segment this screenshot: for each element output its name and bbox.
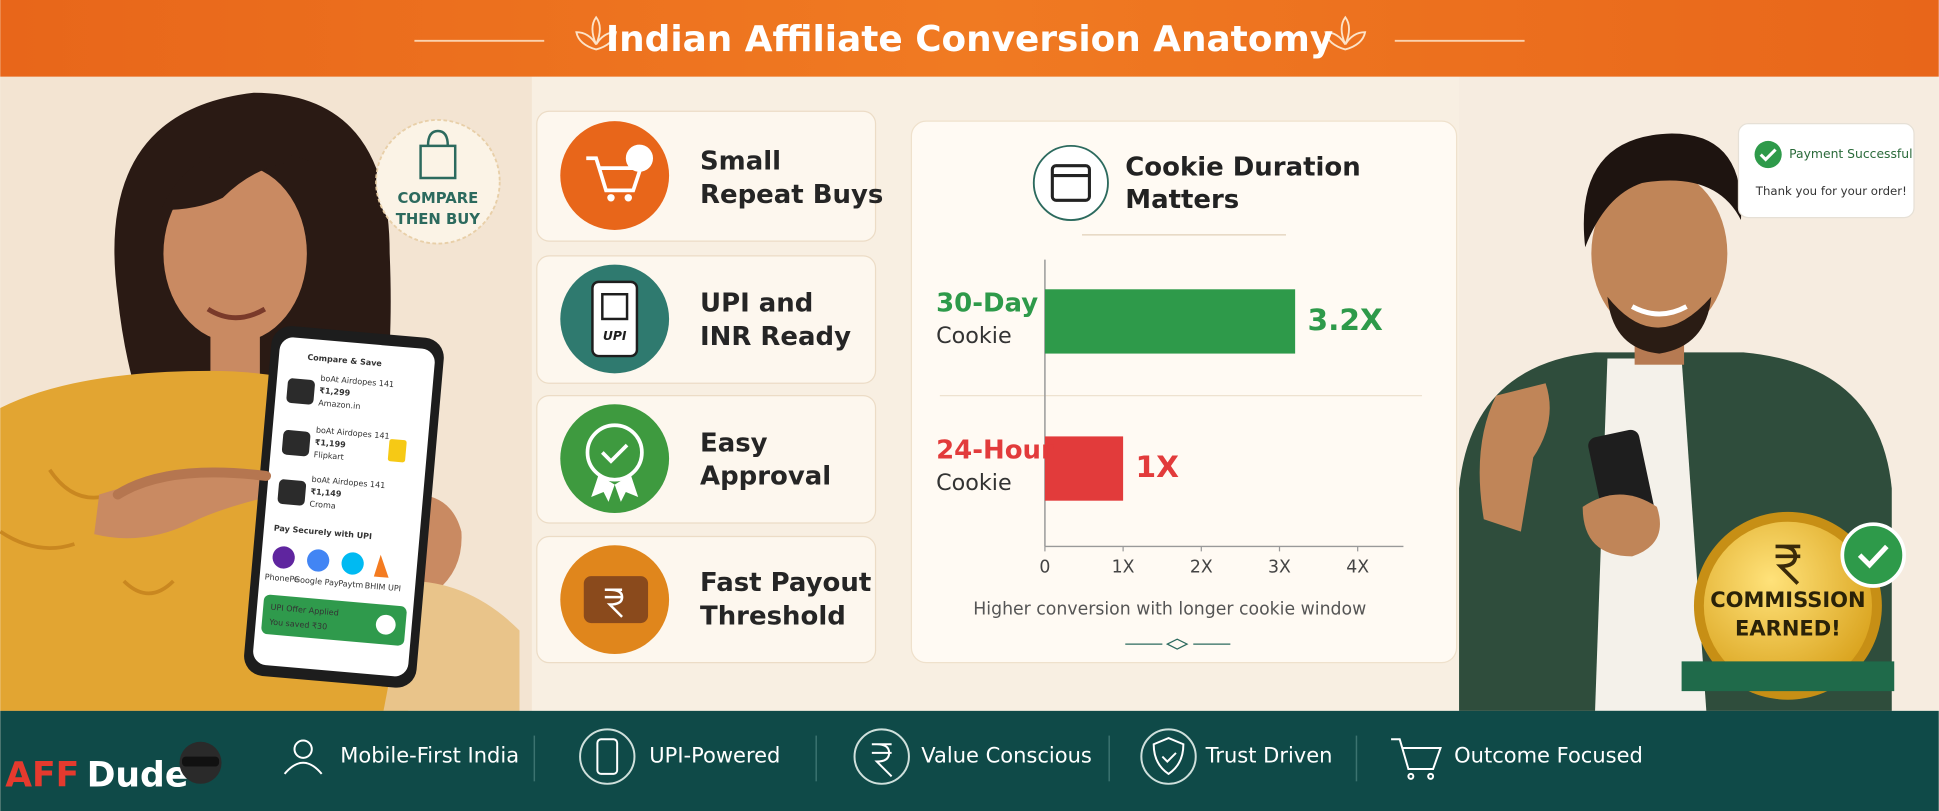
popup-title: Payment Successful	[1789, 147, 1912, 161]
x-tick-label: 4X	[1346, 557, 1369, 577]
feature-card: Small Repeat Buys	[536, 110, 883, 242]
check-icon	[375, 614, 396, 635]
footer-band	[0, 710, 1939, 811]
x-tick-label: 0	[1039, 557, 1050, 577]
badge-text: COMMISSION	[1710, 587, 1865, 612]
app-name: BHIM UPI	[364, 581, 401, 593]
compare-badge	[375, 118, 501, 245]
app-icon	[373, 554, 389, 578]
feature-label: Small	[700, 146, 781, 176]
category-sublabel: Cookie	[936, 470, 1012, 496]
bar	[1044, 436, 1124, 501]
store-name: Flipkart	[313, 450, 344, 462]
mascot	[181, 756, 220, 767]
footer-item: Outcome Focused	[1454, 743, 1643, 768]
feature-card: Easy Approval	[536, 394, 877, 524]
popup-message: Thank you for your order!	[1755, 184, 1907, 198]
bar	[1044, 289, 1296, 354]
x-tick-label: 1X	[1112, 557, 1135, 577]
app-icon	[272, 546, 295, 569]
app-icon	[341, 552, 364, 575]
calendar-icon	[1032, 144, 1109, 221]
header-band	[0, 0, 1939, 77]
bag-icon	[419, 129, 457, 180]
chart-panel	[910, 120, 1458, 664]
footer-item: UPI-Powered	[649, 743, 780, 768]
app-name: Google Pay	[294, 575, 340, 588]
feature-card: Fast Payout Threshold	[536, 535, 877, 664]
category-label: 24-Hour	[936, 436, 1054, 466]
value-label: 3.2X	[1307, 302, 1383, 337]
chart-title: Cookie Duration	[1125, 153, 1360, 183]
pointing-finger	[112, 467, 272, 500]
feature-label: INR Ready	[700, 322, 851, 352]
logo-accent: AFF	[5, 755, 79, 795]
footer-item: Trust Driven	[1205, 743, 1333, 768]
ornament	[1125, 638, 1231, 650]
feature-label: Easy	[700, 428, 768, 458]
product-price: ₹1,149	[310, 487, 342, 499]
payment-popup: Payment Successful Thank you for your or…	[1737, 123, 1915, 219]
x-axis-label: Higher conversion with longer cookie win…	[973, 599, 1366, 619]
commission-badge: COMMISSION EARNED!	[1681, 511, 1906, 700]
logo: AFF Dude	[5, 755, 188, 795]
lotus-icon	[575, 15, 1367, 51]
feature-label: Threshold	[700, 601, 846, 631]
plot-area: 0 1X 2X 3X 4X 3.2X 30-Day Cookie 1X 24-Hour Cookie	[936, 259, 1404, 577]
feature-label: Fast Payout	[700, 568, 871, 598]
footer-separators	[533, 735, 1358, 782]
value-label: 1X	[1135, 449, 1179, 484]
store-name: Croma	[309, 499, 336, 510]
badge-text: EARNED!	[1735, 615, 1841, 640]
feature-label: Approval	[700, 462, 831, 492]
badge-text: COMPARE	[398, 190, 479, 207]
product-price: ₹1,299	[319, 386, 351, 398]
icon-label: UPI	[603, 329, 627, 343]
page-title: Indian Affiliate Conversion Anatomy	[606, 19, 1333, 60]
feature-card: UPI UPI and INR Ready	[536, 255, 877, 384]
offer-banner	[261, 594, 407, 646]
footer-item: Value Conscious	[921, 743, 1092, 768]
app-icon	[307, 549, 330, 572]
x-tick-label: 3X	[1268, 557, 1291, 577]
badge-text: THEN BUY	[396, 211, 481, 228]
feature-label: Repeat Buys	[700, 180, 883, 210]
footer-item: Mobile-First India	[340, 743, 519, 768]
category-label: 30-Day	[936, 289, 1038, 319]
x-tick-label: 2X	[1190, 557, 1213, 577]
product-price: ₹1,199	[314, 438, 346, 450]
category-sublabel: Cookie	[936, 323, 1012, 349]
feature-label: UPI and	[700, 289, 813, 319]
chart-title: Matters	[1125, 185, 1239, 215]
footer-icons	[283, 728, 1442, 785]
app-name: PhonePe	[264, 572, 299, 584]
store-name: Amazon.in	[318, 398, 361, 411]
logo-text: Dude	[87, 755, 189, 795]
app-name: Paytm	[338, 579, 364, 590]
phone-mockup: Compare & Save boAt Airdopes 141 ₹1,299 …	[244, 326, 444, 688]
calendar-icon	[1050, 164, 1091, 202]
